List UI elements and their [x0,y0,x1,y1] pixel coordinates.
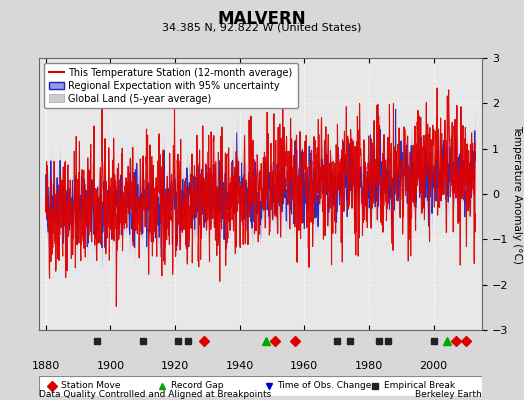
Text: 1980: 1980 [355,361,383,370]
FancyBboxPatch shape [39,376,482,396]
Text: Record Gap: Record Gap [171,382,224,390]
Y-axis label: Temperature Anomaly (°C): Temperature Anomaly (°C) [512,124,522,264]
Text: 1960: 1960 [290,361,319,370]
Text: 1880: 1880 [31,361,60,370]
Text: 34.385 N, 92.822 W (United States): 34.385 N, 92.822 W (United States) [162,22,362,32]
Text: Empirical Break: Empirical Break [384,382,455,390]
Text: 1940: 1940 [225,361,254,370]
Text: 1920: 1920 [161,361,189,370]
Text: Data Quality Controlled and Aligned at Breakpoints: Data Quality Controlled and Aligned at B… [39,390,271,399]
Text: 2000: 2000 [420,361,447,370]
Legend: This Temperature Station (12-month average), Regional Expectation with 95% uncer: This Temperature Station (12-month avera… [44,63,298,108]
Text: Berkeley Earth: Berkeley Earth [416,390,482,399]
Text: Station Move: Station Move [61,382,120,390]
Text: Time of Obs. Change: Time of Obs. Change [278,382,372,390]
Text: 1900: 1900 [96,361,125,370]
Text: MALVERN: MALVERN [217,10,307,28]
